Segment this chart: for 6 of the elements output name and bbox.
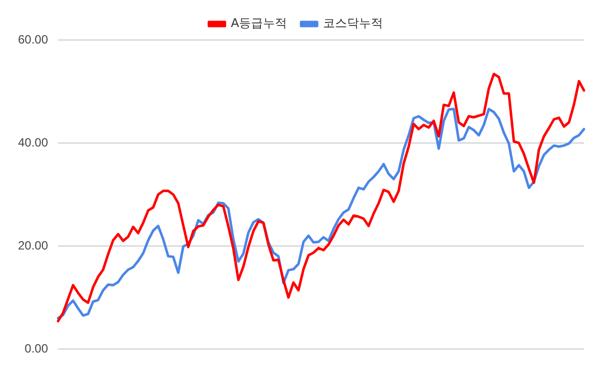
y-tick-label: 20.00 <box>18 238 48 252</box>
legend-label: A등급누적 <box>230 16 288 30</box>
y-tick-label: 40.00 <box>18 135 48 150</box>
y-tick-label: 60.00 <box>18 32 48 46</box>
y-tick-label: 0.00 <box>24 341 48 356</box>
legend-label: 코스닥누적 <box>323 16 384 30</box>
